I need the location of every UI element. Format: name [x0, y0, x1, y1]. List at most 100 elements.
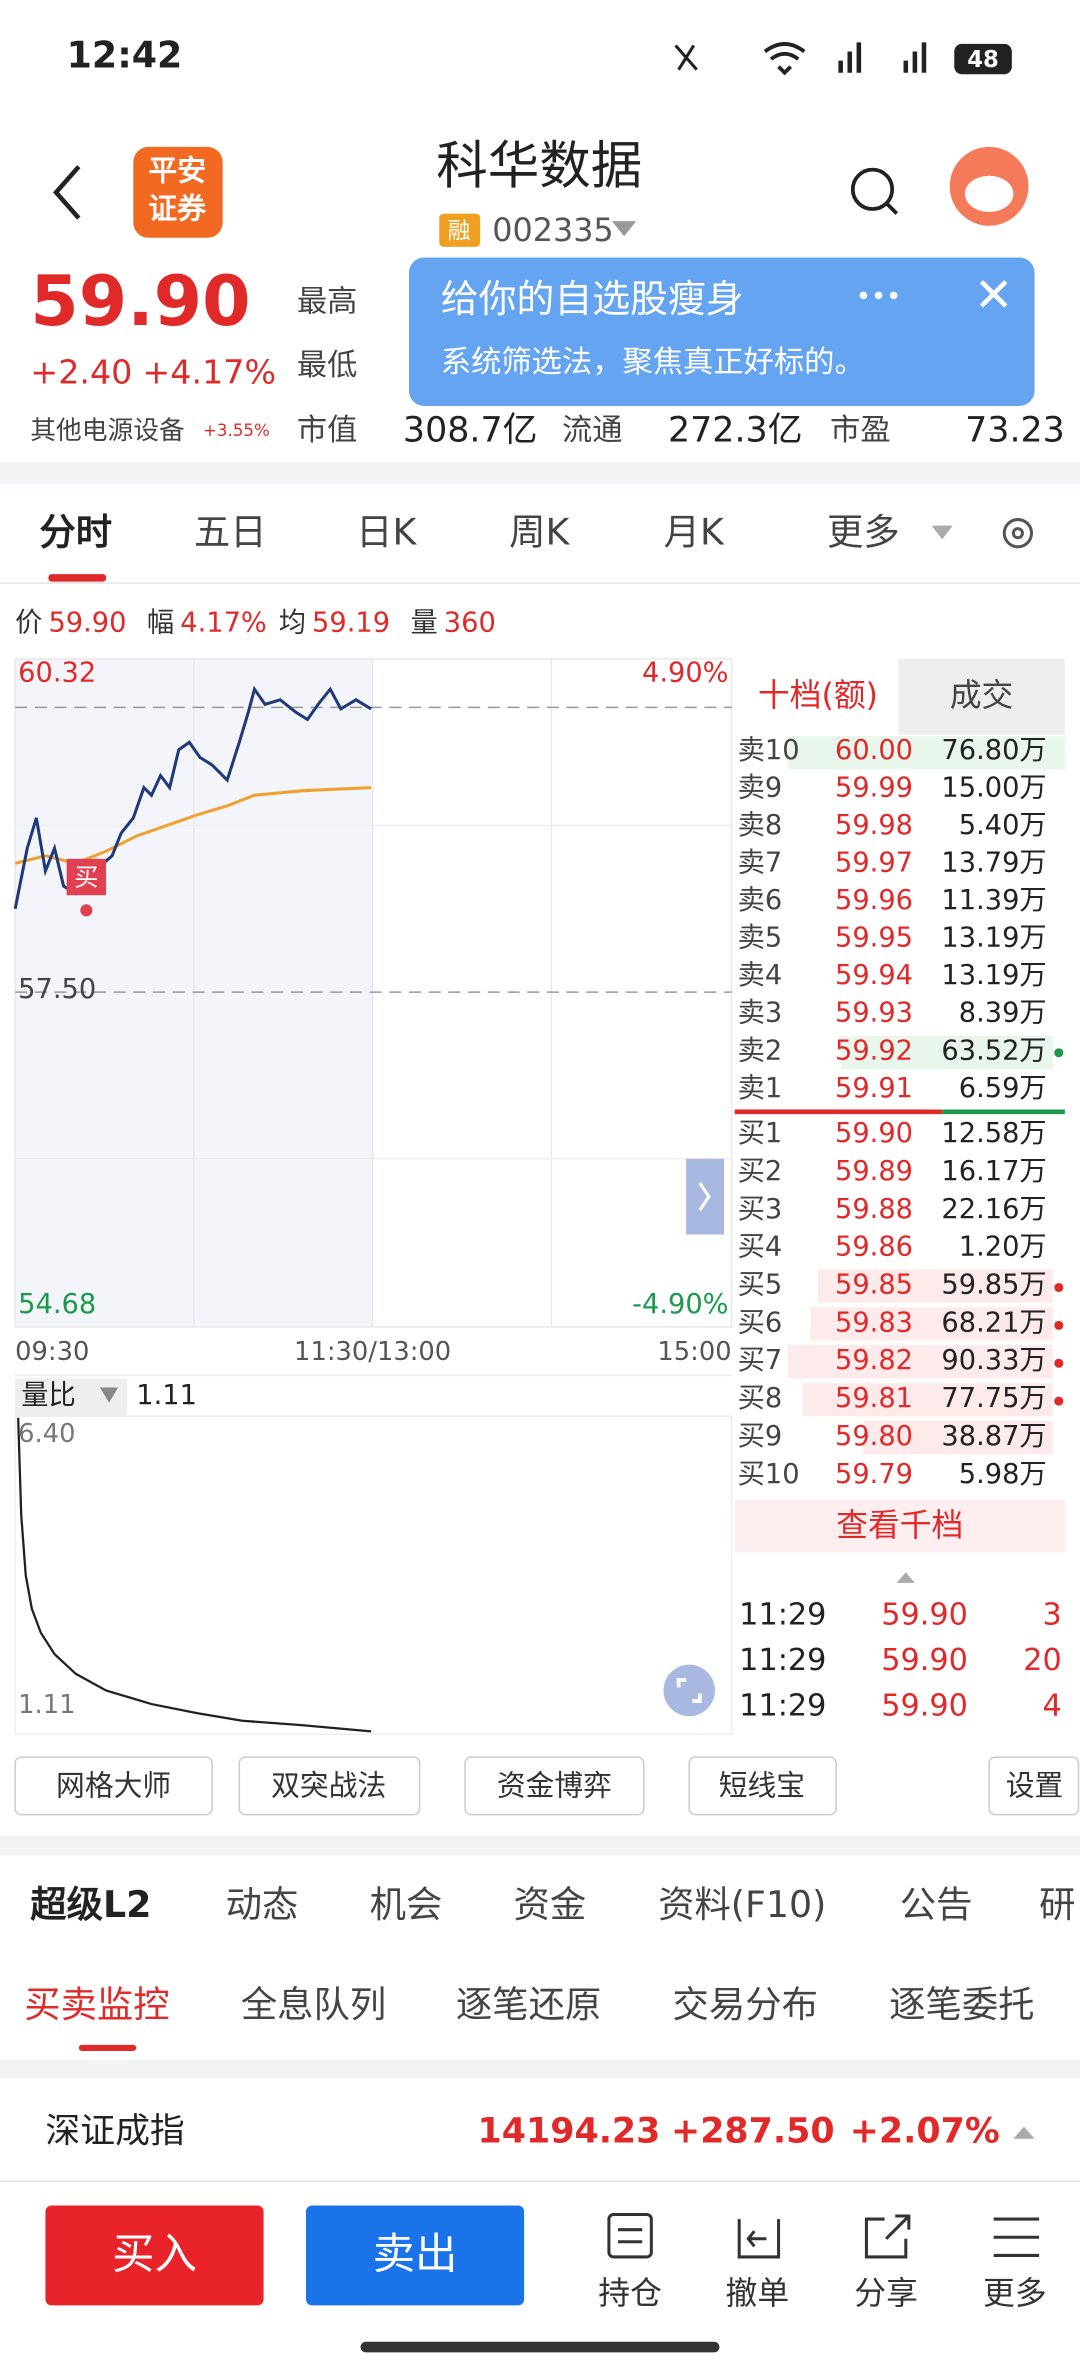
book-label: 卖2	[738, 1035, 783, 1066]
ratio-label: 量比	[21, 1380, 76, 1411]
more-depth[interactable]: 查看千档	[836, 1507, 963, 1544]
chart-tab[interactable]: 五日	[194, 511, 267, 554]
chart-tab[interactable]: 分时	[39, 511, 112, 554]
book-price: 59.95	[835, 923, 913, 954]
icon	[618, 2228, 643, 2244]
sub-tab[interactable]: 逐笔还原	[456, 1983, 601, 2026]
trade-time: 11:29	[739, 1689, 826, 1724]
change: +2.40	[30, 353, 132, 392]
info-label: 均	[279, 608, 306, 639]
index-value: 14194.23	[478, 2112, 661, 2152]
info-value: 4.17%	[180, 608, 267, 639]
book-label: 买1	[738, 1118, 783, 1149]
buy-marker: 买	[74, 864, 98, 892]
book-tab[interactable]: 十档(额)	[758, 677, 878, 714]
book-label: 买7	[738, 1345, 783, 1376]
section-tab[interactable]: 超级L2	[30, 1883, 151, 1926]
field-label: 最低	[297, 348, 358, 383]
book-label: 卖8	[738, 810, 783, 841]
icon	[676, 1677, 702, 1703]
badge: 融	[448, 218, 471, 244]
back[interactable]	[53, 165, 81, 220]
chart-tab[interactable]: 周K	[509, 511, 570, 554]
chart-tab[interactable]: 月K	[664, 511, 725, 554]
menu-label[interactable]: 撤单	[726, 2275, 790, 2312]
tool-btn[interactable]	[688, 1756, 837, 1816]
search[interactable]	[850, 167, 895, 211]
book-label: 买3	[738, 1194, 783, 1225]
tool-btn[interactable]	[14, 1756, 213, 1816]
tool-label: 短线宝	[719, 1768, 805, 1802]
field-label: 市值	[297, 413, 358, 448]
ratio-value: 1.11	[136, 1380, 197, 1411]
icon	[607, 2213, 653, 2259]
tool-btn[interactable]	[988, 1756, 1080, 1816]
depth-bar	[787, 736, 1065, 770]
dot	[1054, 1358, 1064, 1368]
menu-label[interactable]: 分享	[854, 2275, 918, 2312]
book-label: 卖4	[738, 960, 783, 991]
sell-btn[interactable]	[305, 2205, 525, 2306]
tool-btn[interactable]	[464, 1756, 645, 1816]
book-amount: 6.59万	[959, 1073, 1047, 1104]
popup-close[interactable]	[979, 280, 1008, 308]
sub-tab[interactable]: 逐笔委托	[889, 1983, 1034, 2026]
section-tab[interactable]: 机会	[370, 1883, 443, 1926]
book-amount: 59.85万	[941, 1270, 1046, 1301]
book-tab[interactable]: 成交	[950, 677, 1014, 714]
popup-menu	[889, 291, 898, 300]
depth-bar	[840, 1036, 1053, 1070]
dot	[1054, 1320, 1064, 1330]
change-pct: +4.17%	[142, 353, 276, 392]
info-value: 59.90	[48, 608, 126, 639]
axis-label: -4.90%	[632, 1289, 728, 1320]
buy-btn[interactable]	[45, 2205, 264, 2306]
book-price: 59.86	[835, 1232, 913, 1263]
fullscreen-btn[interactable]	[663, 1664, 715, 1717]
sector-change: +3.55%	[203, 421, 270, 440]
index-change-pct: +2.07%	[850, 2112, 1000, 2152]
menu-label[interactable]: 更多	[983, 2275, 1047, 2312]
time-label: 09:30	[15, 1337, 89, 1367]
settings[interactable]	[1002, 518, 1034, 549]
section-tab[interactable]: 研	[1039, 1883, 1075, 1926]
separator	[0, 461, 1080, 485]
more-bg[interactable]	[734, 1499, 1065, 1553]
caret[interactable]	[611, 221, 637, 237]
sell-label: 卖出	[373, 2230, 458, 2279]
menu-label[interactable]: 持仓	[598, 2275, 662, 2312]
stock-name: 科华数据	[436, 137, 642, 197]
tool-btn[interactable]	[238, 1756, 421, 1816]
separator	[0, 2060, 1080, 2079]
sub-tab[interactable]: 全息队列	[241, 1983, 386, 2026]
section-tab[interactable]: 资料(F10)	[658, 1883, 826, 1926]
sub-tab[interactable]: 买卖监控	[24, 1983, 169, 2026]
chart-tab[interactable]: 日K	[356, 511, 417, 554]
battery-level: 48	[967, 47, 999, 73]
dot	[1054, 1048, 1064, 1058]
underline	[78, 2044, 137, 2051]
caret	[931, 525, 953, 540]
section-tab[interactable]: 资金	[513, 1883, 586, 1926]
ratio-line	[17, 1417, 372, 1733]
expand-tab[interactable]	[686, 1158, 725, 1235]
book-price: 59.85	[835, 1270, 913, 1301]
book-amount: 90.33万	[941, 1345, 1046, 1376]
dot	[1054, 1396, 1064, 1406]
book-label: 卖1	[738, 1073, 783, 1104]
book-label: 卖9	[738, 772, 783, 803]
section-tab[interactable]: 动态	[226, 1883, 299, 1926]
book-amount: 16.17万	[941, 1156, 1046, 1187]
book-amount: 13.79万	[941, 848, 1046, 879]
book-price: 59.90	[835, 1118, 913, 1149]
book-label: 买5	[738, 1270, 783, 1301]
arrow	[698, 1182, 711, 1212]
chart-tab[interactable]: 更多	[827, 511, 900, 554]
separator	[0, 1835, 1080, 1856]
book-price: 59.93	[835, 998, 913, 1029]
section-tab[interactable]: 公告	[900, 1883, 973, 1926]
underline	[48, 574, 107, 582]
sub-tab[interactable]: 交易分布	[673, 1983, 818, 2026]
buy-label: 买入	[112, 2230, 197, 2279]
badge-bg	[439, 213, 481, 247]
